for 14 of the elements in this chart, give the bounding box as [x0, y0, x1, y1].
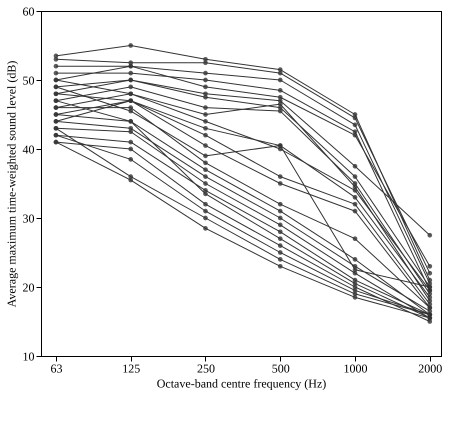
- x-axis-title: Octave-band centre frequency (Hz): [156, 376, 326, 390]
- y-tick-label: 30: [22, 212, 34, 226]
- x-tick-label: 250: [196, 362, 215, 376]
- y-tick-label: 50: [22, 74, 34, 88]
- y-tick-label: 60: [22, 4, 34, 18]
- x-tick-label: 500: [272, 362, 290, 376]
- x-tick-label: 2000: [418, 362, 442, 376]
- x-tick-label: 1000: [344, 362, 368, 376]
- x-tick-label: 63: [50, 362, 62, 376]
- y-tick-label: 40: [22, 142, 34, 156]
- y-axis-title: Average maximum time-weighted sound level (dB): [4, 60, 18, 308]
- y-tick-label: 20: [22, 280, 34, 294]
- x-tick-label: 125: [122, 362, 140, 376]
- y-tick-label: 10: [22, 350, 34, 364]
